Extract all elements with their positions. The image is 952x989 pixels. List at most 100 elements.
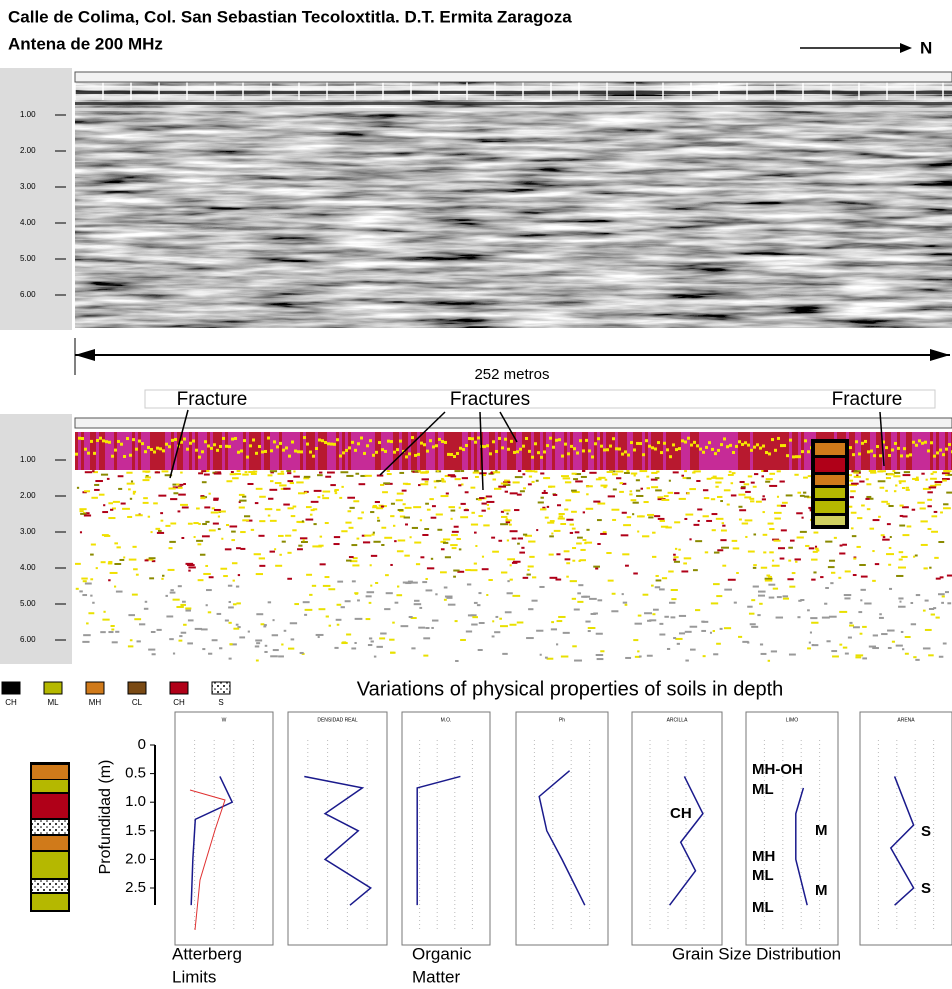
amplitude — [432, 432, 435, 470]
amplitude — [205, 564, 209, 567]
amplitude — [692, 569, 698, 572]
amplitude — [306, 442, 309, 446]
amplitude — [328, 588, 336, 591]
amplitude — [813, 531, 819, 534]
amplitude — [702, 450, 705, 454]
amplitude — [465, 630, 473, 633]
caption: Matter — [412, 967, 461, 986]
amplitude — [302, 601, 310, 604]
amplitude — [629, 490, 633, 493]
amplitude — [739, 480, 745, 483]
amplitude — [250, 473, 257, 476]
amplitude — [238, 506, 245, 509]
amplitude — [576, 432, 579, 470]
amplitude — [932, 471, 937, 474]
amplitude — [431, 619, 439, 622]
amplitude — [293, 475, 300, 478]
amplitude — [255, 451, 258, 455]
amplitude — [898, 558, 903, 561]
amplitude — [519, 432, 522, 470]
amplitude — [849, 483, 858, 486]
amplitude — [933, 454, 936, 458]
amplitude — [572, 559, 576, 562]
amplitude — [422, 581, 428, 584]
amplitude — [298, 544, 303, 547]
amplitude — [897, 446, 900, 450]
amplitude — [440, 548, 445, 551]
amplitude — [420, 471, 428, 474]
amplitude — [844, 597, 851, 600]
amplitude — [864, 439, 867, 443]
amplitude — [859, 480, 865, 483]
amplitude — [502, 652, 508, 655]
caption: Grain Size Distribution — [672, 944, 841, 963]
amplitude — [753, 432, 756, 470]
amplitude — [256, 642, 261, 645]
amplitude — [539, 653, 542, 656]
amplitude — [771, 564, 780, 567]
amplitude — [569, 531, 574, 534]
amplitude — [274, 482, 282, 485]
amplitude — [531, 599, 538, 602]
amplitude — [299, 537, 308, 540]
amplitude — [153, 502, 158, 505]
amplitude — [495, 615, 499, 618]
amplitude — [561, 475, 569, 478]
amplitude — [108, 440, 111, 444]
amplitude — [423, 637, 431, 640]
amplitude — [839, 544, 843, 547]
amplitude — [109, 571, 118, 574]
amplitude — [368, 637, 373, 640]
amplitude — [565, 499, 572, 502]
amplitude — [165, 594, 168, 597]
amplitude — [732, 432, 735, 470]
amplitude — [81, 432, 84, 470]
amplitude — [192, 439, 195, 443]
amplitude — [260, 623, 265, 626]
amplitude — [345, 448, 348, 452]
amplitude — [287, 577, 292, 580]
amplitude — [775, 616, 784, 619]
amplitude — [93, 432, 96, 470]
amplitude — [330, 432, 333, 470]
amplitude — [798, 599, 802, 602]
amplitude — [797, 491, 802, 494]
amplitude — [906, 454, 909, 458]
amplitude — [651, 471, 658, 474]
amplitude — [214, 471, 222, 474]
amplitude — [741, 442, 744, 446]
amplitude — [648, 444, 651, 448]
amplitude — [931, 530, 938, 533]
amplitude — [882, 440, 885, 444]
amplitude — [374, 501, 380, 504]
amplitude — [800, 599, 805, 602]
amplitude — [761, 475, 764, 478]
amplitude — [402, 503, 406, 506]
amplitude — [536, 629, 544, 632]
amplitude — [889, 587, 893, 590]
amplitude — [693, 432, 696, 470]
amplitude — [736, 571, 739, 574]
amplitude — [755, 500, 762, 503]
amplitude — [275, 564, 283, 567]
amplitude — [681, 439, 684, 443]
amplitude — [689, 488, 696, 491]
amplitude — [189, 432, 192, 470]
amplitude — [81, 577, 88, 580]
amplitude — [153, 450, 156, 454]
amplitude — [239, 499, 247, 502]
amplitude — [319, 535, 323, 538]
amplitude — [645, 439, 648, 443]
amplitude — [232, 579, 235, 582]
amplitude — [408, 615, 413, 618]
amplitude — [144, 450, 147, 454]
amplitude — [88, 612, 95, 615]
amplitude — [132, 432, 135, 470]
amplitude — [933, 510, 938, 513]
amplitude — [465, 432, 468, 470]
amplitude — [751, 599, 756, 602]
depth-axis: 1.002.003.004.005.006.00 — [20, 455, 66, 644]
amplitude — [900, 432, 903, 470]
amplitude — [713, 653, 719, 656]
amplitude — [898, 597, 904, 600]
